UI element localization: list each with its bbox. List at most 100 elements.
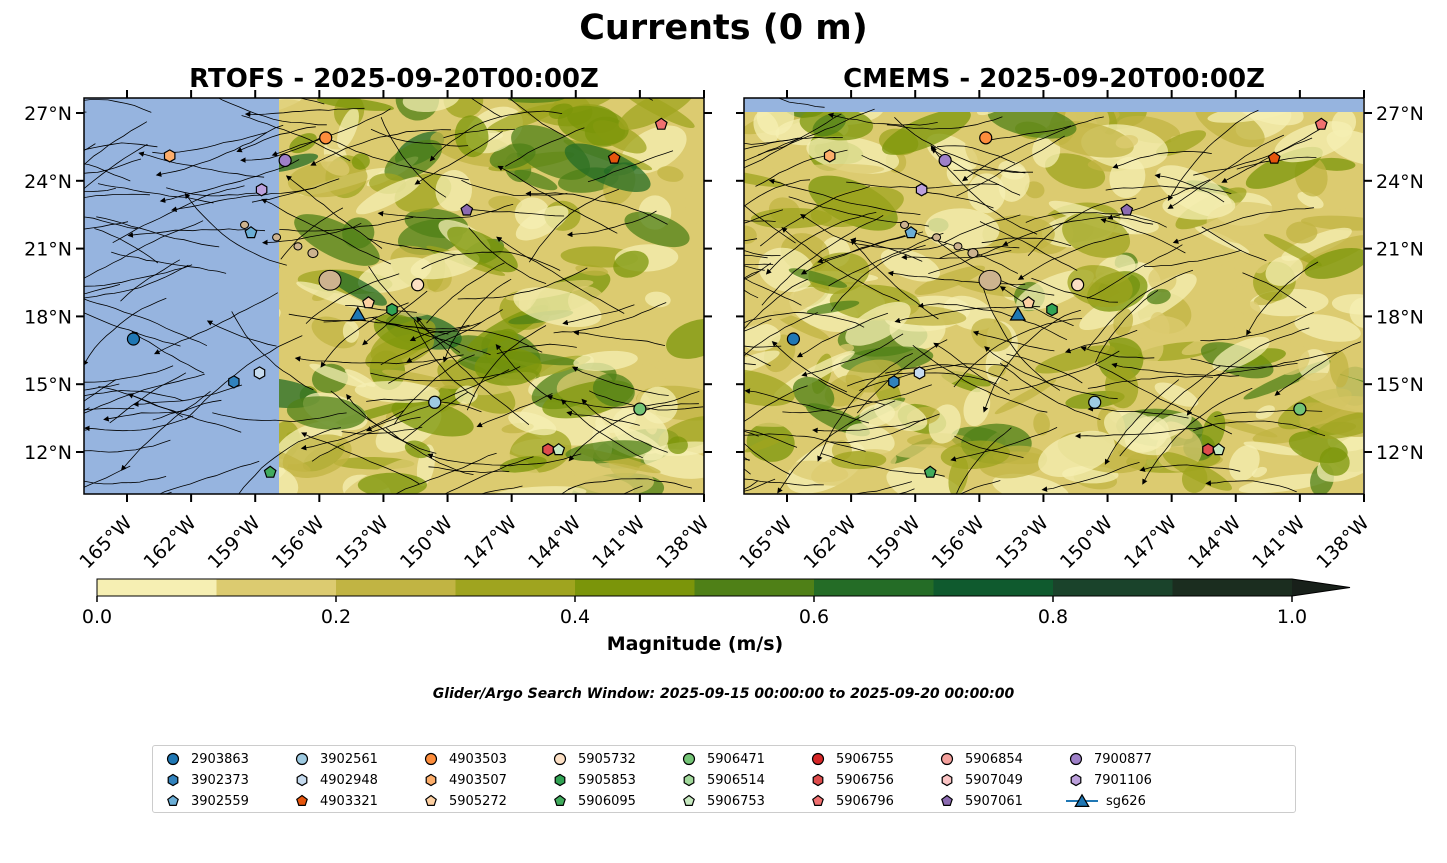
- y-tick-label: 18°N: [1376, 306, 1424, 328]
- streamline: [1095, 289, 1159, 363]
- streamline: [133, 384, 243, 408]
- streamline: [1190, 358, 1298, 369]
- platform-5906756-marker: [1202, 443, 1214, 457]
- streamline: [953, 318, 1082, 388]
- streamline: [561, 399, 643, 459]
- streamline: [84, 373, 205, 414]
- platform-3902559-marker: [244, 226, 258, 239]
- magnitude-contour: [564, 143, 651, 193]
- magnitude-contour: [1263, 233, 1322, 267]
- colorbar-extend-arrow: [1292, 579, 1350, 596]
- hexagon-marker-icon: [683, 773, 695, 787]
- colorbar-segment: [575, 579, 695, 596]
- legend-item-5905732: 5905732: [550, 750, 636, 768]
- streamline: [476, 393, 553, 428]
- platform-5905732-marker: [411, 278, 425, 292]
- streamline: [885, 364, 1008, 382]
- colorbar-label: Magnitude (m/s): [606, 633, 784, 655]
- streamline: [84, 158, 142, 174]
- platform-5906796-marker: [654, 117, 668, 130]
- magnitude-contour: [447, 226, 518, 273]
- magnitude-contour: [384, 139, 443, 181]
- streamline: [760, 186, 870, 247]
- legend-item-3902559: 3902559: [163, 792, 249, 810]
- streamline: [368, 266, 461, 353]
- streamline: [568, 403, 699, 462]
- map-panels: 165°W 162°W 159°W 156°W 153°W 150°W 147°W 144°W…: [24, 90, 1424, 573]
- streamline: [744, 265, 765, 271]
- streamline: [346, 393, 437, 454]
- magnitude-contour: [1148, 266, 1177, 293]
- colorbar-segment: [933, 579, 1054, 596]
- streamline: [954, 435, 1024, 458]
- streamline: [894, 305, 1041, 324]
- streamline: [761, 215, 884, 306]
- platform-7900877-marker: [278, 153, 292, 168]
- streamline: [852, 481, 912, 494]
- magnitude-contour: [1115, 135, 1139, 149]
- streamline: [421, 251, 561, 271]
- streamline: [84, 121, 148, 166]
- magnitude-contour: [309, 363, 367, 388]
- legend-item-7900877: 7900877: [1066, 750, 1152, 768]
- legend-label: 7900877: [1094, 751, 1152, 767]
- platform-5905732-marker: [1071, 278, 1085, 292]
- x-tick-label: 144°W: [1184, 512, 1245, 573]
- streamline: [950, 427, 1058, 462]
- streamline: [828, 232, 944, 287]
- streamline: [744, 277, 802, 306]
- island: [953, 242, 963, 251]
- streamline: [1201, 226, 1267, 262]
- streamline: [84, 264, 189, 299]
- streamline: [812, 413, 940, 434]
- platform-7900877-marker: [938, 153, 952, 168]
- streamline: [1221, 137, 1313, 183]
- y-tick-label: 21°N: [1376, 239, 1424, 261]
- legend-label: 5907061: [965, 793, 1023, 809]
- legend-marker: [166, 752, 180, 766]
- streamline: [443, 128, 515, 139]
- streamline: [1027, 197, 1137, 256]
- streamline: [744, 136, 843, 150]
- streamline: [111, 251, 227, 274]
- legend-marker: [683, 794, 695, 806]
- magnitude-contour: [792, 376, 835, 411]
- streamline: [84, 142, 158, 151]
- streamline: [744, 312, 818, 357]
- streamline: [928, 245, 1004, 274]
- streamline: [1105, 185, 1232, 194]
- island: [318, 269, 342, 291]
- streamline: [84, 143, 148, 190]
- streamline: [305, 273, 400, 324]
- legend-item-5906095: 5906095: [550, 792, 636, 810]
- streamline: [94, 228, 159, 264]
- streamline: [1025, 212, 1167, 228]
- streamline: [744, 433, 866, 452]
- legend-item-5906796: 5906796: [808, 792, 894, 810]
- streamline: [744, 442, 791, 475]
- legend-label: 4902948: [320, 772, 378, 788]
- legend-marker: [296, 773, 308, 787]
- platform-4903321-marker: [607, 151, 621, 164]
- magnitude-contour: [685, 186, 704, 224]
- streamline: [744, 480, 759, 490]
- streamline: [366, 398, 482, 413]
- streamline: [1017, 233, 1129, 280]
- streamline: [1086, 244, 1183, 299]
- magnitude-contour: [402, 98, 460, 113]
- legend-marker: [167, 794, 179, 806]
- platform-4903507-marker: [163, 149, 176, 163]
- platform-5906753-marker: [552, 442, 566, 456]
- no-data-region: [744, 98, 1363, 112]
- streamline: [827, 112, 938, 126]
- streamline: [887, 270, 1026, 286]
- pentagon-marker-icon: [425, 794, 437, 806]
- platform-5905853-marker: [386, 302, 398, 317]
- streamline: [1246, 261, 1319, 336]
- streamline: [331, 139, 469, 181]
- streamline: [84, 221, 129, 230]
- streamline: [377, 203, 514, 220]
- streamline: [428, 466, 510, 474]
- streamline: [886, 116, 1003, 130]
- streamline: [497, 165, 618, 234]
